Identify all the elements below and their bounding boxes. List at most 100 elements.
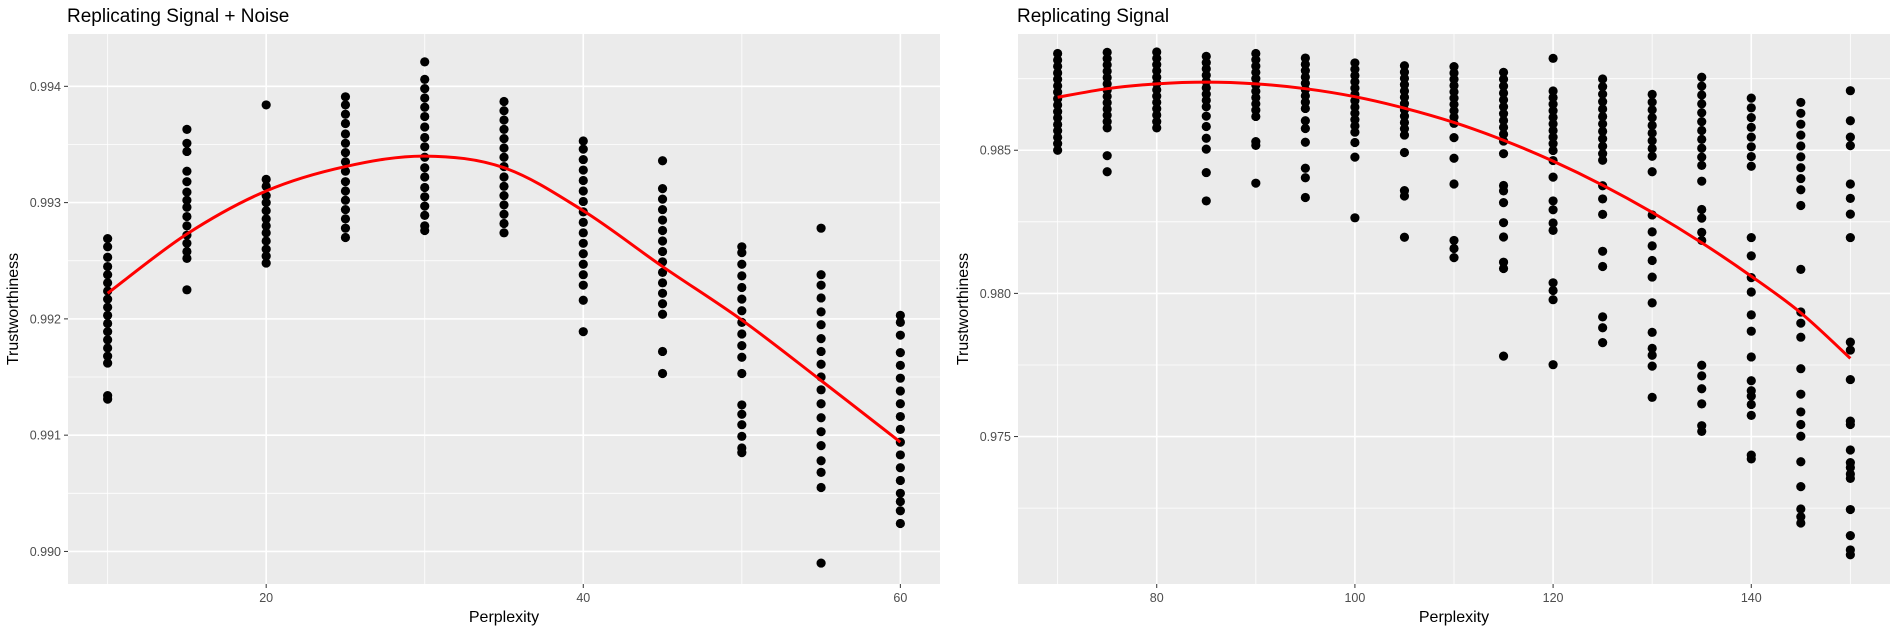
data-point (1796, 504, 1806, 514)
data-point (816, 441, 826, 451)
data-point (1449, 68, 1459, 78)
data-point (1201, 64, 1211, 74)
data-point (1251, 67, 1261, 77)
data-point (1152, 117, 1162, 127)
data-point (1697, 81, 1707, 91)
data-point (1201, 51, 1211, 61)
data-point (1796, 200, 1806, 211)
data-point (182, 211, 192, 222)
data-point (1350, 121, 1360, 131)
data-point (1548, 225, 1558, 236)
data-point (1300, 103, 1310, 114)
data-point (1300, 78, 1310, 88)
data-point (182, 253, 192, 264)
data-point (657, 194, 668, 204)
data-point (1498, 95, 1509, 105)
data-point (261, 174, 271, 184)
data-point (1697, 134, 1707, 144)
data-point (737, 420, 747, 430)
data-point (1548, 139, 1558, 149)
data-point (1399, 73, 1410, 83)
data-point (1102, 60, 1112, 70)
data-point (1548, 278, 1558, 288)
data-point (1399, 111, 1410, 121)
data-point (420, 192, 430, 202)
data-point (1201, 121, 1211, 132)
data-point (737, 409, 747, 419)
data-point (1598, 149, 1608, 159)
data-point (816, 359, 826, 369)
data-point (499, 106, 509, 116)
data-point (1152, 104, 1162, 114)
data-point (578, 259, 588, 269)
data-point (737, 368, 747, 379)
data-point (1746, 93, 1756, 103)
data-point (103, 234, 113, 244)
data-point (1498, 257, 1509, 267)
data-point (1548, 360, 1558, 370)
x-axis-title: Perplexity (469, 609, 539, 626)
data-point (1498, 67, 1509, 77)
data-point (1796, 173, 1806, 184)
data-point (1399, 117, 1410, 128)
data-point (1102, 72, 1112, 83)
data-point (1548, 132, 1558, 142)
data-point (1845, 445, 1855, 455)
data-point (578, 165, 588, 175)
data-point (420, 122, 430, 132)
data-point (1845, 550, 1855, 560)
data-point (816, 558, 826, 568)
x-tick-label: 80 (1150, 591, 1164, 605)
data-point (1548, 99, 1558, 109)
data-point (1647, 113, 1657, 123)
data-point (816, 413, 826, 423)
data-point (1796, 119, 1806, 129)
data-point (895, 317, 905, 327)
data-point (1498, 88, 1509, 98)
data-point (420, 57, 430, 67)
data-point (1845, 179, 1855, 189)
data-point (1251, 74, 1261, 84)
data-point (1845, 132, 1855, 142)
data-point (737, 271, 747, 281)
data-point (1647, 105, 1657, 115)
data-point (340, 166, 351, 176)
data-point (1598, 209, 1608, 219)
data-point (1845, 345, 1855, 355)
data-point (1697, 108, 1707, 118)
data-point (420, 182, 430, 193)
x-tick-label: 140 (1741, 591, 1762, 605)
data-point (1498, 232, 1509, 242)
data-point (340, 177, 351, 187)
data-point (1201, 133, 1211, 143)
data-point (657, 225, 668, 236)
data-point (1548, 295, 1558, 305)
data-point (1697, 143, 1707, 153)
data-point (1796, 264, 1806, 274)
data-point (103, 252, 113, 262)
data-point (1796, 364, 1806, 374)
data-point (499, 124, 509, 134)
data-point (1647, 343, 1657, 353)
data-point (1399, 232, 1410, 242)
data-point (1053, 100, 1063, 110)
data-point (1697, 360, 1707, 370)
data-point (1796, 482, 1806, 492)
data-point (737, 448, 747, 458)
data-point (420, 163, 430, 173)
chart-panel-1: 0.990 0.991 0.992 0.993 0.994 20 40 60 Replicati… (5, 6, 940, 626)
data-point (895, 360, 905, 370)
data-point (1300, 91, 1310, 101)
chart-panel-2: 0.975 0.980 0.985 80 100 120 140 Replicating Si… (955, 6, 1890, 626)
data-point (578, 136, 588, 146)
data-point (1598, 246, 1608, 256)
data-point (1201, 196, 1211, 206)
data-point (1350, 58, 1360, 68)
data-point (103, 270, 113, 280)
data-point (1449, 106, 1459, 116)
data-point (895, 518, 905, 529)
data-point (1350, 64, 1360, 74)
data-point (657, 215, 668, 225)
data-point (737, 259, 747, 269)
data-point (578, 154, 588, 165)
